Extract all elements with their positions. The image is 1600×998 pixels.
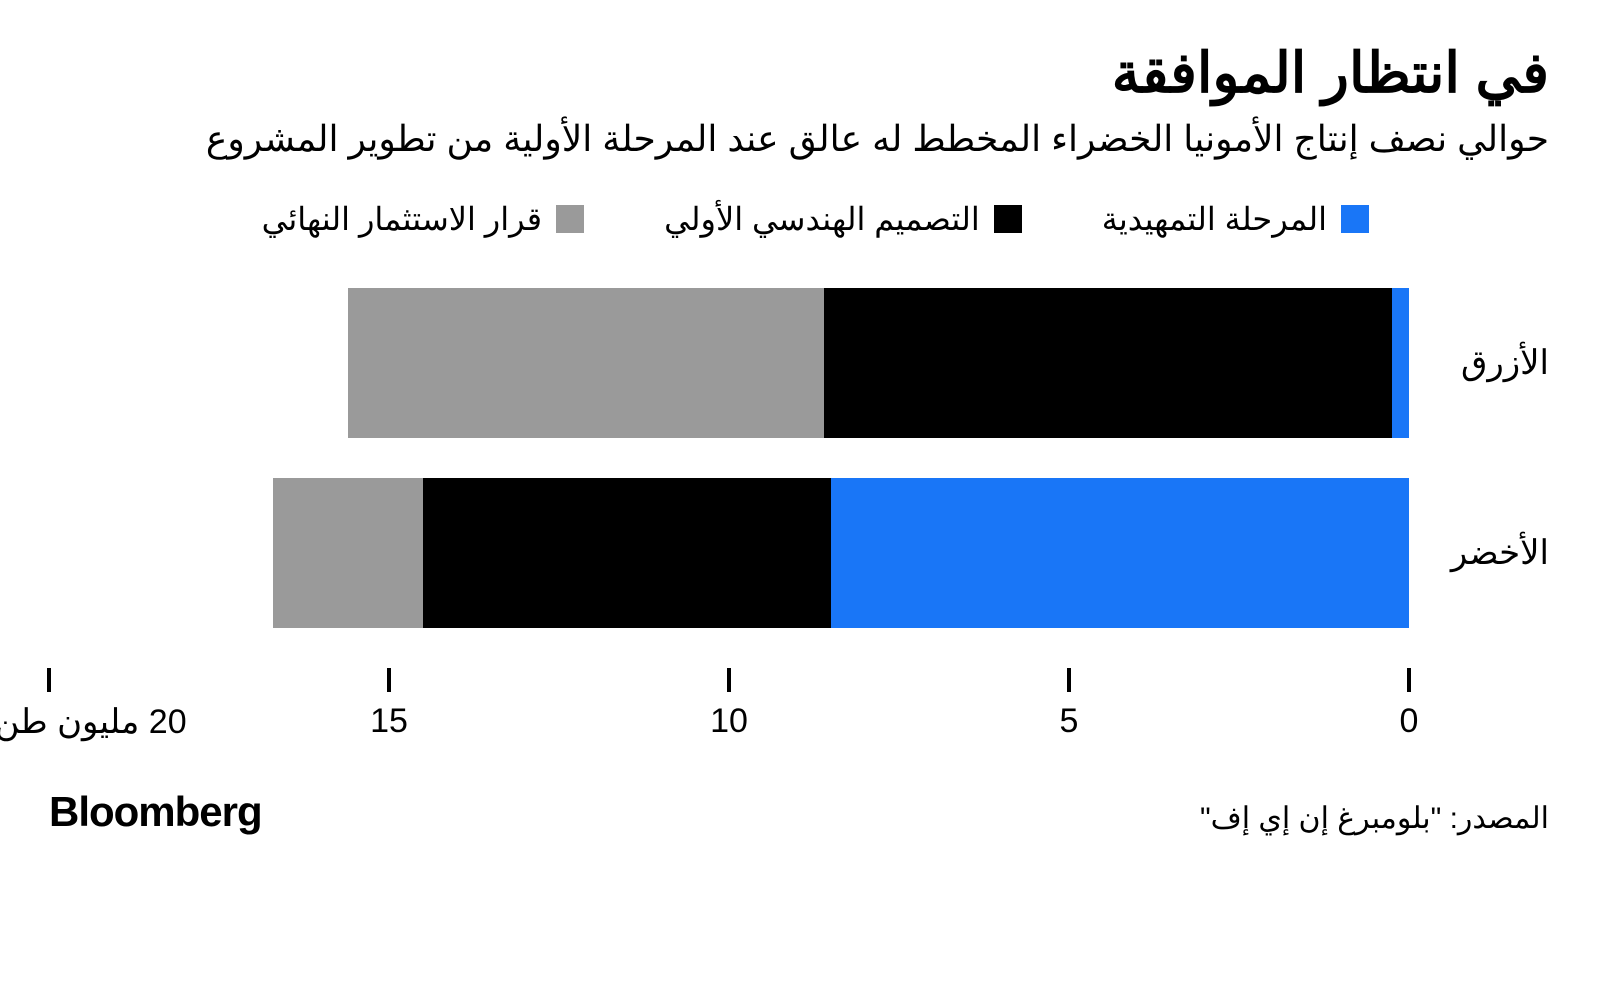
axis-tick-label: 20 مليون طن متري xyxy=(0,702,188,742)
bar-segment xyxy=(1393,288,1410,438)
legend-item: قرار الاستثمار النهائي xyxy=(263,200,585,238)
axis-tick xyxy=(1408,668,1412,692)
bar-segment xyxy=(274,478,424,628)
bar-category-label: الأخضر xyxy=(1410,533,1550,573)
axis-tick xyxy=(1068,668,1072,692)
legend-item: التصميم الهندسي الأولي xyxy=(665,200,1023,238)
legend-swatch xyxy=(1342,205,1370,233)
axis-tick xyxy=(728,668,732,692)
chart-subtitle: حوالي نصف إنتاج الأمونيا الخضراء المخطط … xyxy=(50,118,1550,160)
bar-category-label: الأزرق xyxy=(1410,343,1550,383)
legend-swatch xyxy=(995,205,1023,233)
bloomberg-logo: Bloomberg xyxy=(50,788,263,836)
legend-label: التصميم الهندسي الأولي xyxy=(665,200,981,238)
bar-segment xyxy=(825,288,1393,438)
legend-swatch xyxy=(557,205,585,233)
bar-row: الأخضر xyxy=(50,478,1550,628)
legend-label: قرار الاستثمار النهائي xyxy=(263,200,543,238)
source-text: المصدر: "بلومبرغ إن إي إف" xyxy=(1201,801,1550,836)
legend: المرحلة التمهيدية التصميم الهندسي الأولي ق… xyxy=(50,200,1550,238)
footer: المصدر: "بلومبرغ إن إي إف" Bloomberg xyxy=(50,788,1550,836)
x-axis: 05101520 مليون طن متري xyxy=(50,668,1550,758)
bar-track xyxy=(50,478,1410,628)
bar-track xyxy=(50,288,1410,438)
bar-row: الأزرق xyxy=(50,288,1550,438)
axis-tick xyxy=(48,668,52,692)
legend-label: المرحلة التمهيدية xyxy=(1103,200,1328,238)
axis-tick xyxy=(388,668,392,692)
axis-tick-label: 10 xyxy=(711,702,749,741)
bar-segment xyxy=(832,478,1410,628)
legend-item: المرحلة التمهيدية xyxy=(1103,200,1370,238)
bar-segment xyxy=(424,478,832,628)
chart-title: في انتظار الموافقة xyxy=(50,40,1550,106)
bar-segment xyxy=(349,288,825,438)
chart-area: الأزرقالأخضر 05101520 مليون طن متري xyxy=(50,288,1550,758)
axis-tick-label: 0 xyxy=(1401,702,1420,741)
axis-tick-label: 5 xyxy=(1061,702,1080,741)
axis-tick-label: 15 xyxy=(371,702,409,741)
